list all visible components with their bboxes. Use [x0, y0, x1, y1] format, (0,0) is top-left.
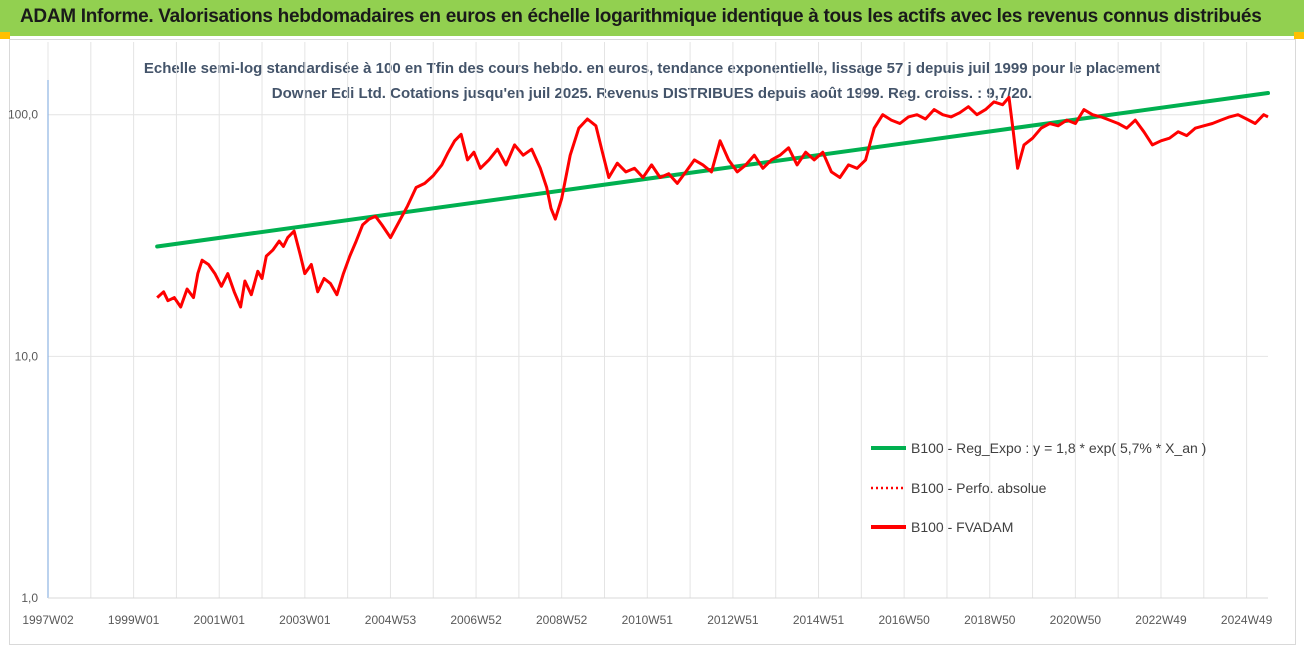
x-tick-label: 2018W50: [964, 613, 1016, 627]
page-title: ADAM Informe. Valorisations hebdomadaire…: [20, 6, 1262, 27]
x-tick-label: 2006W52: [450, 613, 502, 627]
x-tick-label: 2012W51: [707, 613, 759, 627]
series-layer: [155, 91, 1270, 309]
axes: 1,0 10,0 100,0 1997W02 1999W01 2001W01 2003W01…: [8, 80, 1273, 627]
x-tick-label: 2016W50: [878, 613, 930, 627]
x-tick-label: 2022W49: [1135, 613, 1187, 627]
y-tick-label: 1,0: [21, 591, 38, 605]
y-tick-label: 10,0: [15, 349, 39, 363]
legend: B100 - Reg_Expo : y = 1,8 * exp( 5,7% * …: [871, 440, 1206, 535]
x-tick-label: 2014W51: [793, 613, 845, 627]
x-tick-label: 2001W01: [194, 613, 246, 627]
fvadam-line: [156, 95, 1269, 309]
x-tick-label: 2003W01: [279, 613, 331, 627]
corner-accent-right: [1294, 32, 1304, 39]
x-tick-label: 1997W02: [22, 613, 74, 627]
x-tick-label: 2020W50: [1050, 613, 1102, 627]
corner-accent-left: [0, 32, 10, 39]
x-tick-label: 2004W53: [365, 613, 417, 627]
header-bar: ADAM Informe. Valorisations hebdomadaire…: [0, 0, 1304, 36]
x-tick-label: 2010W51: [622, 613, 674, 627]
chart-frame: [9, 39, 1296, 645]
legend-label: B100 - Perfo. absolue: [911, 480, 1047, 496]
legend-label: B100 - Reg_Expo : y = 1,8 * exp( 5,7% * …: [911, 440, 1206, 456]
y-tick-label: 100,0: [8, 108, 38, 122]
chart-title: Echelle semi-log standardisée à 100 en T…: [143, 60, 1161, 102]
x-tick-label: 2008W52: [536, 613, 588, 627]
legend-label: B100 - FVADAM: [911, 519, 1013, 535]
x-tick-label: 1999W01: [108, 613, 160, 627]
grid: [47, 42, 1268, 599]
x-tick-label: 2024W49: [1221, 613, 1273, 627]
